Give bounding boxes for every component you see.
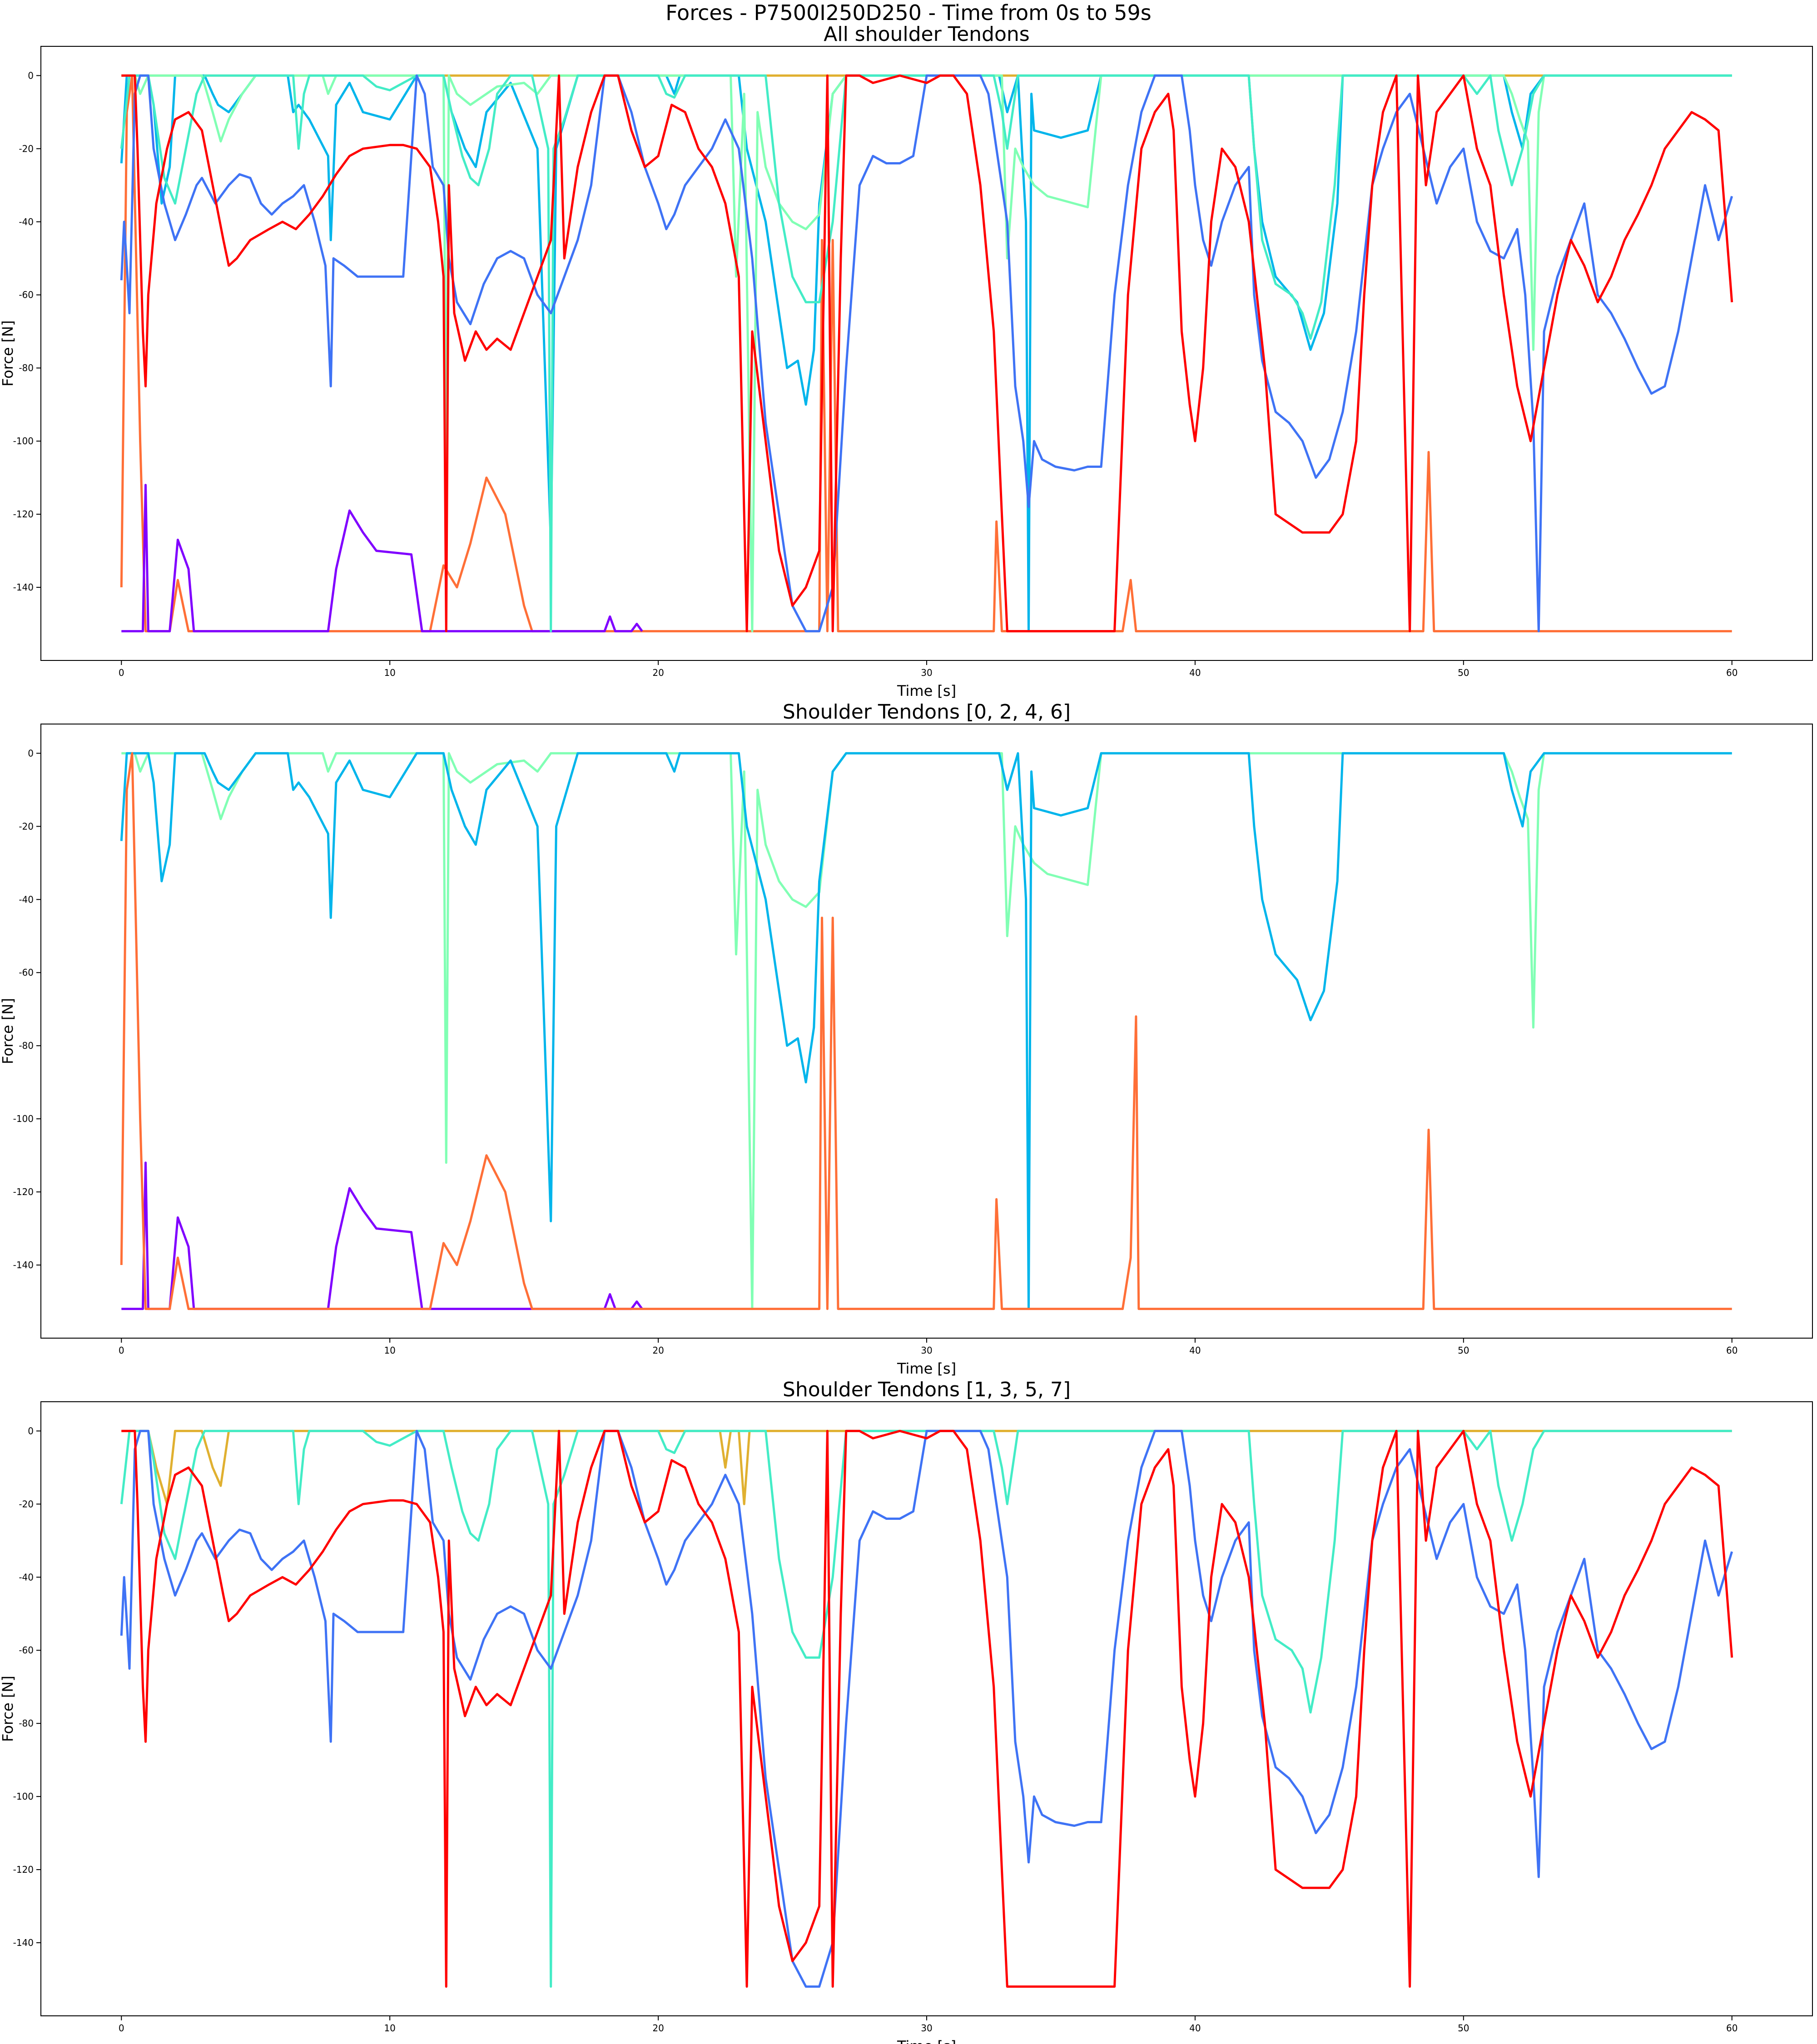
y-tick-label: -40 (19, 1572, 34, 1583)
series-line-t0 (121, 484, 643, 633)
x-tick-label: 30 (921, 2023, 932, 2034)
series-line-t3 (120, 74, 1732, 633)
y-tick-label: -140 (13, 1937, 34, 1948)
series-line-t2 (120, 752, 1732, 1310)
x-tick-label: 60 (1726, 667, 1738, 678)
series-group (120, 1429, 1733, 1988)
x-axis-label: Time [s] (897, 682, 956, 700)
figure-title: Forces - P7500I250D250 - Time from 0s to… (665, 0, 1152, 25)
x-tick-label: 50 (1458, 2023, 1469, 2034)
x-tick-label: 30 (921, 1345, 932, 1356)
y-tick-label: 0 (28, 1425, 34, 1436)
series-line-t3 (120, 1429, 1732, 1988)
y-tick-label: -60 (19, 289, 34, 300)
x-tick-label: 10 (384, 667, 395, 678)
x-tick-label: 60 (1726, 2023, 1738, 2034)
x-tick-label: 0 (119, 2023, 124, 2034)
y-axis-label: Force [N] (0, 998, 16, 1064)
y-tick-label: -100 (13, 436, 34, 447)
series-group (120, 752, 1732, 1310)
y-tick-label: -120 (13, 1186, 34, 1197)
y-tick-label: -60 (19, 1645, 34, 1656)
x-axis-label: Time [s] (897, 1360, 956, 1377)
subplot-1: 0 10 20 30 40 50 60 0 -20 -40 -60 -80 -100 -120 -140 Al… (0, 23, 1813, 700)
y-tick-label: -140 (13, 582, 34, 593)
x-tick-label: 10 (384, 2023, 395, 2034)
y-tick-label: -40 (19, 216, 34, 227)
subplot-title: All shoulder Tendons (824, 23, 1029, 46)
x-tick-label: 40 (1189, 2023, 1201, 2034)
y-tick-label: -80 (19, 362, 34, 373)
series-line-t7 (121, 74, 1733, 633)
y-tick-label: -120 (13, 1864, 34, 1875)
series-line-t1 (120, 1429, 1733, 1988)
x-tick-label: 20 (652, 667, 664, 678)
x-tick-label: 40 (1189, 667, 1201, 678)
x-tick-label: 50 (1458, 667, 1469, 678)
x-tick-label: 60 (1726, 1345, 1738, 1356)
series-line-t6 (120, 752, 1732, 1310)
x-tick-label: 20 (652, 1345, 664, 1356)
x-tick-label: 40 (1189, 1345, 1201, 1356)
axes-frame (40, 724, 1813, 1339)
y-tick-label: -80 (19, 1040, 34, 1051)
subplot-3: 0 10 20 30 40 50 60 0 -20 -40 -60 -80 -100 -120 -140 Sh… (0, 1378, 1813, 2044)
y-tick-label: -40 (19, 894, 34, 905)
y-tick-label: -80 (19, 1718, 34, 1729)
series-line-t4 (121, 752, 1732, 1310)
y-tick-label: -100 (13, 1113, 34, 1124)
series-line-t8 (121, 1429, 1732, 1505)
y-axis-label: Force [N] (0, 320, 16, 387)
subplot-2: 0 10 20 30 40 50 60 0 -20 -40 -60 -80 -100 -120 -140 Sh… (0, 700, 1813, 1377)
series-line-t7 (121, 1429, 1733, 1988)
series-line-t6 (120, 74, 1732, 633)
x-axis-label: Time [s] (897, 2038, 956, 2044)
subplot-title: Shoulder Tendons [1, 3, 5, 7] (783, 1378, 1071, 1401)
y-tick-label: -20 (19, 821, 34, 832)
y-axis-label: Force [N] (0, 1676, 16, 1742)
x-tick-label: 0 (119, 667, 124, 678)
y-tick-label: -20 (19, 1498, 34, 1509)
y-tick-label: -100 (13, 1791, 34, 1802)
series-line-t0 (121, 1161, 643, 1310)
y-tick-label: -140 (13, 1260, 34, 1270)
series-line-t2 (120, 74, 1732, 633)
x-tick-label: 50 (1458, 1345, 1469, 1356)
y-tick-label: -120 (13, 509, 34, 520)
series-group (120, 74, 1733, 633)
y-tick-label: -20 (19, 143, 34, 154)
x-tick-label: 20 (652, 2023, 664, 2034)
y-tick-label: 0 (28, 70, 34, 81)
x-tick-label: 0 (119, 1345, 124, 1356)
y-tick-label: 0 (28, 748, 34, 759)
x-tick-label: 30 (921, 667, 932, 678)
x-tick-label: 10 (384, 1345, 395, 1356)
series-line-t1 (120, 74, 1733, 633)
series-line-t4 (121, 74, 1732, 633)
y-tick-label: -60 (19, 967, 34, 978)
subplot-title: Shoulder Tendons [0, 2, 4, 6] (783, 700, 1071, 724)
